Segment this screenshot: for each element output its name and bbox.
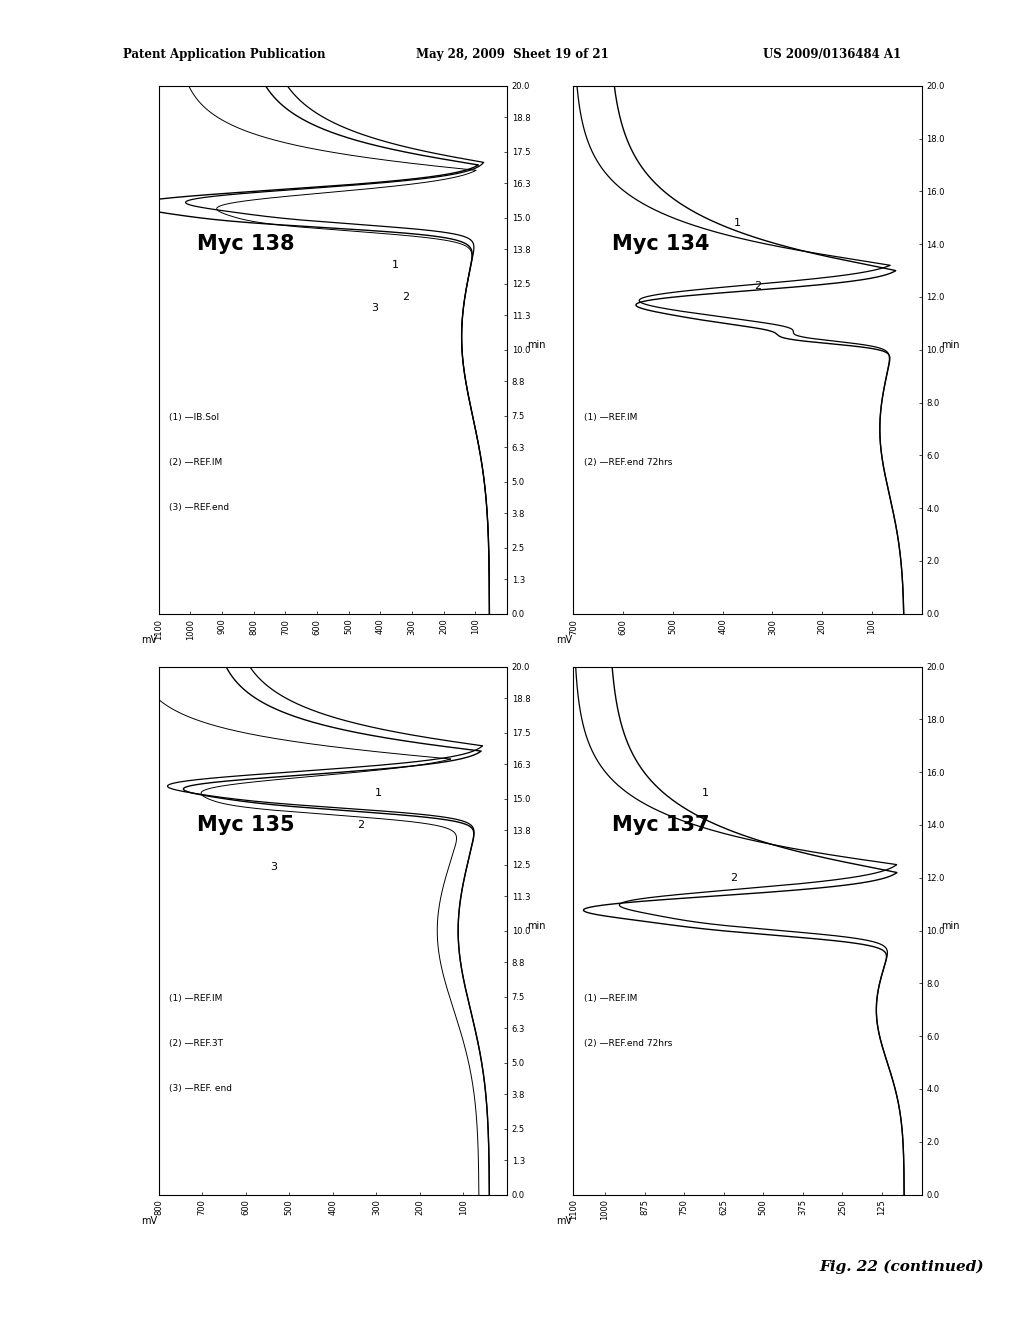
X-axis label: mV: mV [141,1216,158,1226]
Y-axis label: min: min [941,339,959,350]
Text: Myc 138: Myc 138 [197,234,295,255]
Text: (1) —REF.IM: (1) —REF.IM [584,413,637,422]
Text: 2: 2 [357,820,365,830]
Text: US 2009/0136484 A1: US 2009/0136484 A1 [763,48,901,61]
X-axis label: mV: mV [556,635,572,645]
Text: Fig. 22 (continued): Fig. 22 (continued) [819,1259,984,1274]
Text: 3: 3 [270,862,278,873]
Y-axis label: min: min [526,339,545,350]
Text: Myc 137: Myc 137 [611,814,710,836]
Text: (3) —REF. end: (3) —REF. end [169,1084,232,1093]
Text: 1: 1 [392,260,399,271]
Y-axis label: min: min [526,920,545,931]
X-axis label: mV: mV [556,1216,572,1226]
Text: 2: 2 [402,292,410,302]
Text: 1: 1 [733,218,740,228]
Text: Patent Application Publication: Patent Application Publication [123,48,326,61]
Text: Myc 135: Myc 135 [197,814,295,836]
Text: (2) —REF.end 72hrs: (2) —REF.end 72hrs [584,458,673,467]
Text: (2) —REF.IM: (2) —REF.IM [169,458,222,467]
Text: (1) —REF.IM: (1) —REF.IM [584,994,637,1003]
Text: 2: 2 [730,873,737,883]
Text: 3: 3 [371,302,378,313]
Text: (1) —REF.IM: (1) —REF.IM [169,994,222,1003]
X-axis label: mV: mV [141,635,158,645]
Text: (3) —REF.end: (3) —REF.end [169,503,229,512]
Text: (2) —REF.3T: (2) —REF.3T [169,1039,223,1048]
Y-axis label: min: min [941,920,959,931]
Text: (1) —IB.Sol: (1) —IB.Sol [169,413,219,422]
Text: Myc 134: Myc 134 [611,234,710,255]
Text: (2) —REF.end 72hrs: (2) —REF.end 72hrs [584,1039,673,1048]
Text: May 28, 2009  Sheet 19 of 21: May 28, 2009 Sheet 19 of 21 [416,48,608,61]
Text: 1: 1 [702,788,710,799]
Text: 1: 1 [375,788,382,799]
Text: 2: 2 [755,281,762,292]
